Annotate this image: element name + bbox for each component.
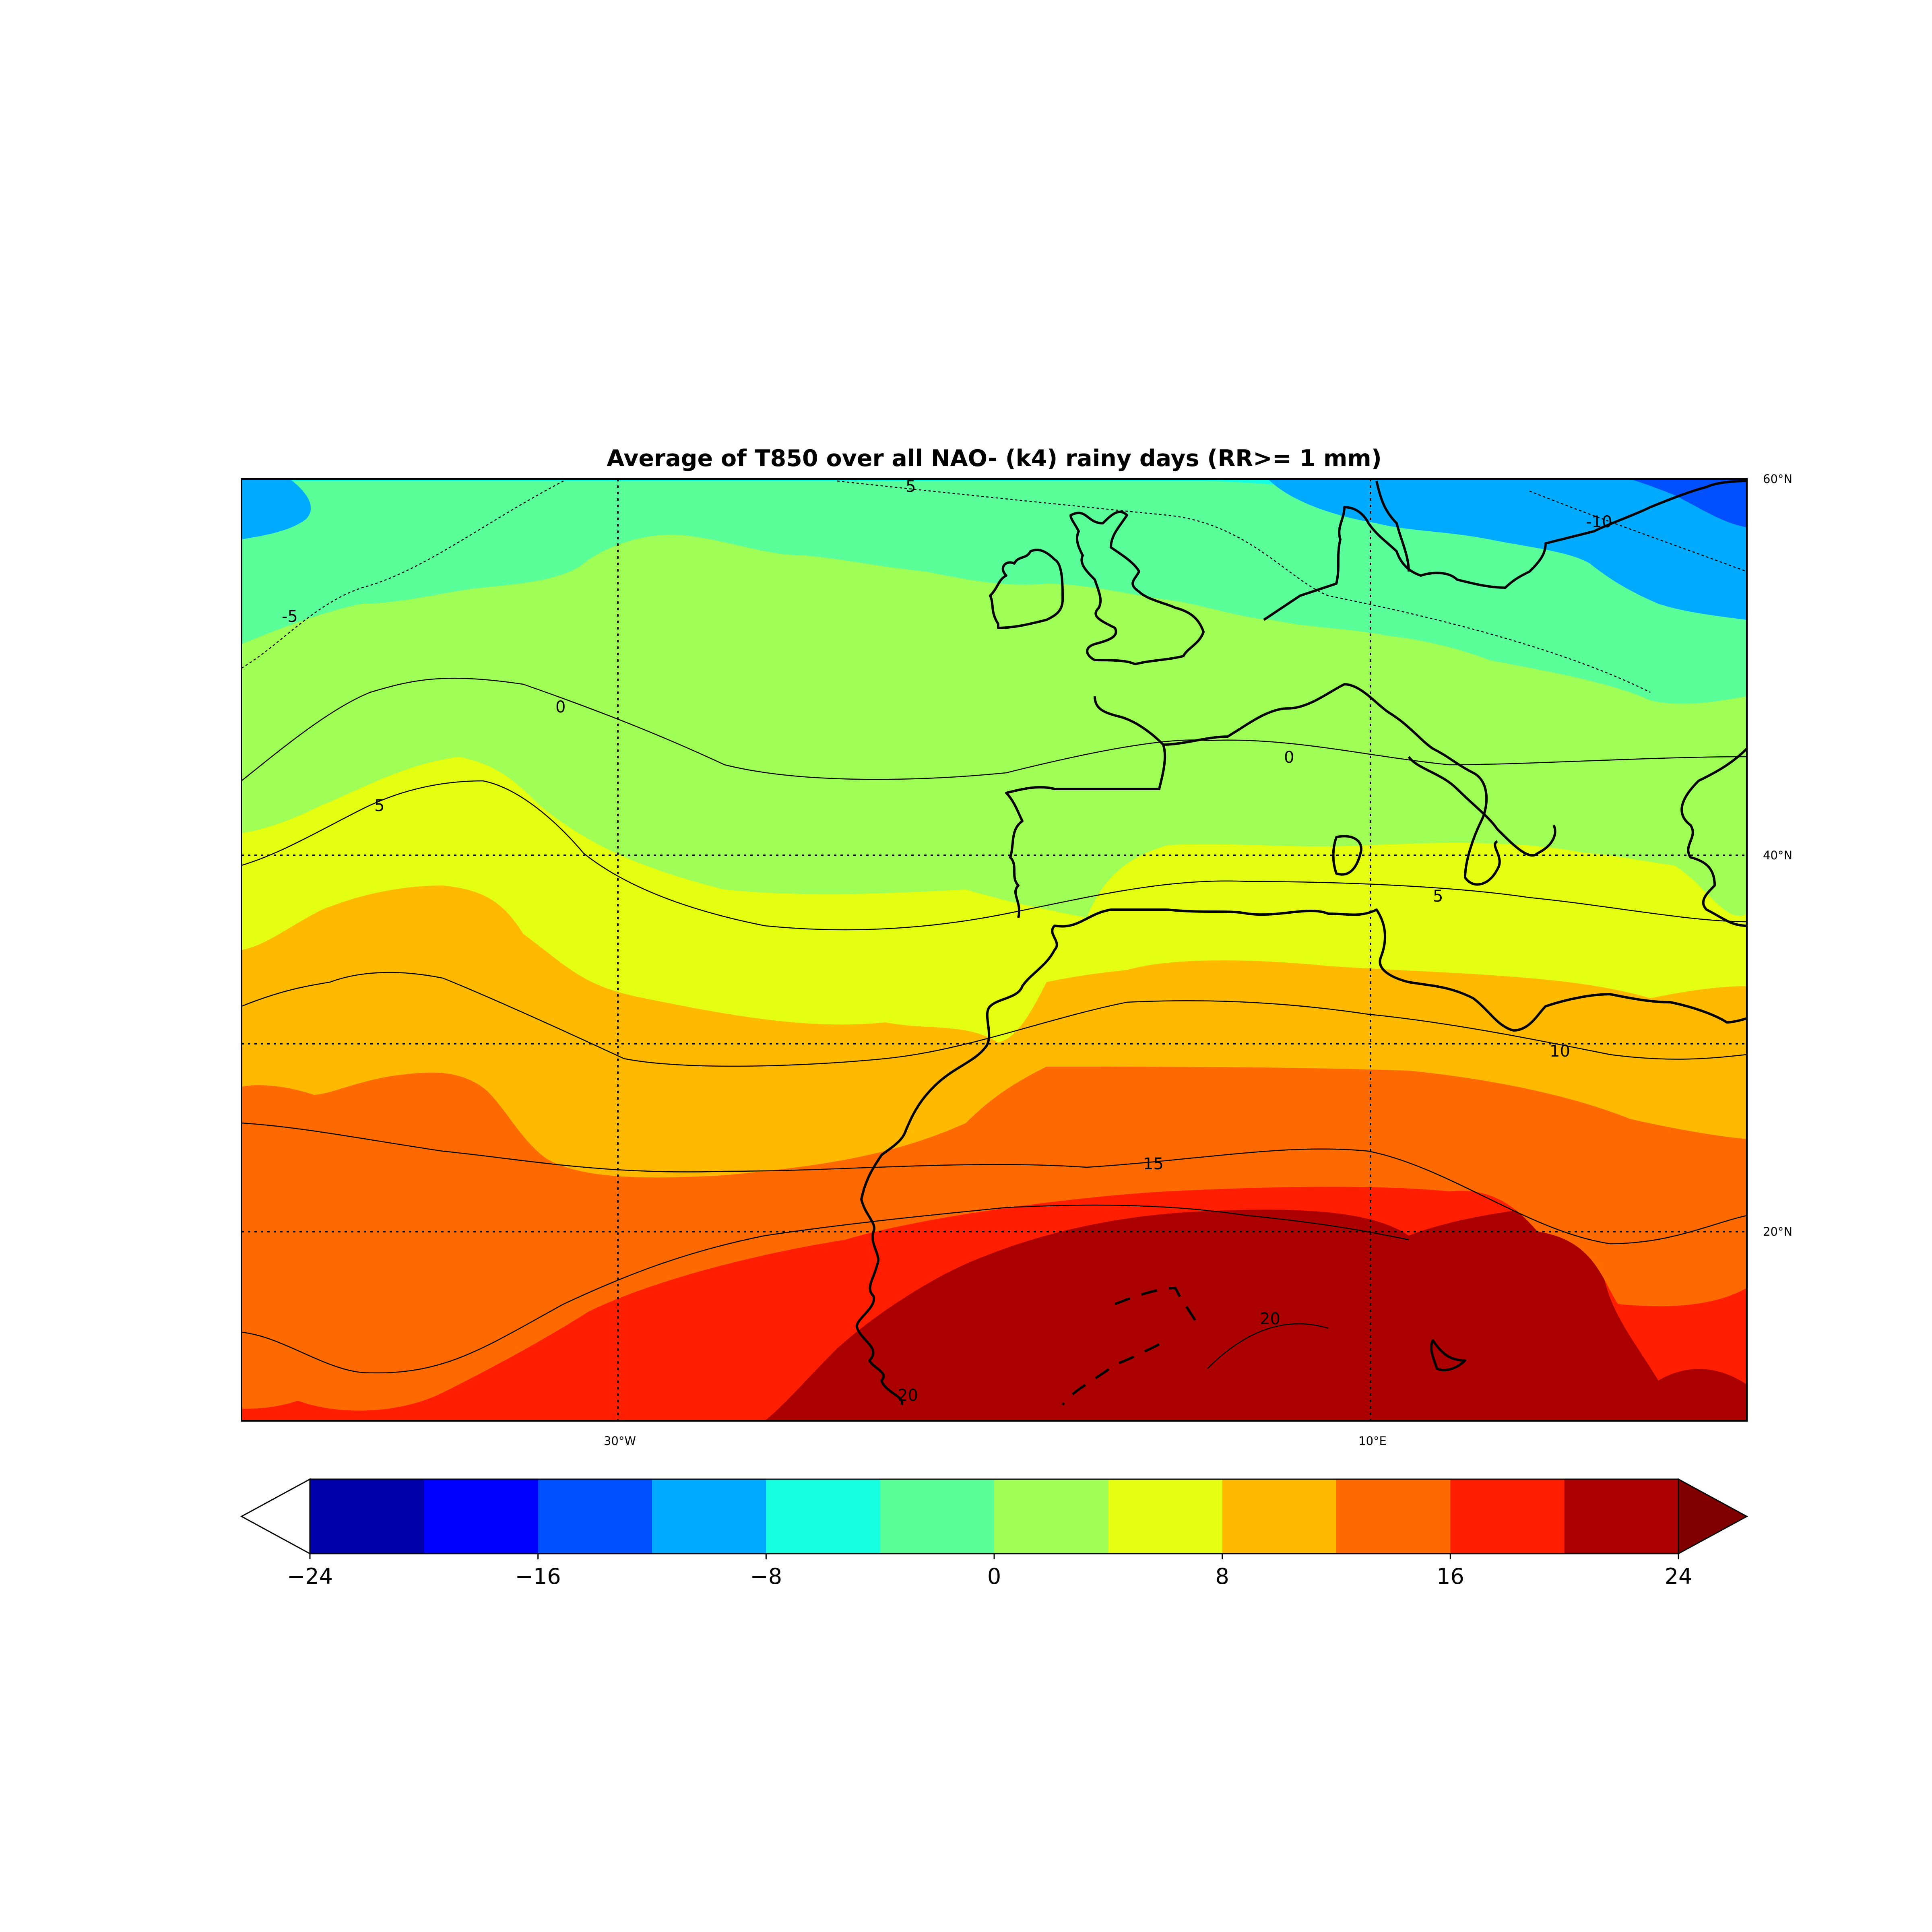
map-title: Average of T850 over all NAO- (k4) rainy… <box>607 445 1382 472</box>
colorbar-segment <box>880 1479 995 1554</box>
colorbar-segment <box>1564 1479 1679 1554</box>
colorbar-segment <box>1222 1479 1337 1554</box>
colorbar-tick-label: 0 <box>987 1564 1001 1589</box>
colorbar-segment <box>1450 1479 1565 1554</box>
contour-20 <box>242 1204 1409 1374</box>
band-deep-blue <box>1630 479 1747 527</box>
contour-0 <box>242 677 1747 781</box>
coast-france <box>1163 683 1501 886</box>
contour-labels: 5 0 5 -5 -10 0 5 10 15 20 20 <box>282 477 1612 1405</box>
colorbar-tick-label: −16 <box>515 1564 561 1589</box>
coast-iberia <box>1005 696 1166 918</box>
contour-20-south <box>1207 1323 1329 1369</box>
coast-ireland <box>989 549 1064 629</box>
coast-africa-north <box>1167 908 1747 1032</box>
colorbar-segment <box>1108 1479 1223 1554</box>
map-panel: 5 0 5 -5 -10 0 5 10 15 20 20 <box>242 477 1747 1421</box>
contour-label: -5 <box>282 607 298 626</box>
lon-label-10e: 10°E <box>1358 1434 1387 1448</box>
contour-label: 5 <box>374 797 384 815</box>
coastlines <box>855 480 1747 1406</box>
coast-britain <box>1069 510 1205 665</box>
contour-10 <box>242 972 1747 1067</box>
coast-gulf-sidra <box>1430 1339 1466 1371</box>
contour-label: 20 <box>1260 1310 1280 1328</box>
graticule <box>242 479 1747 1421</box>
contour-label: 20 <box>898 1386 918 1405</box>
lat-label-60n: 60°N <box>1763 472 1792 486</box>
colorbar-tick-label: 16 <box>1437 1564 1464 1589</box>
colorbar-segment <box>310 1479 424 1554</box>
lon-label-30w: 30°W <box>604 1434 636 1448</box>
coast-africa-west <box>855 908 1168 1406</box>
band-green <box>242 479 1747 704</box>
contour-label: 5 <box>1433 887 1443 906</box>
colorbar: −24 −16 −8 0 8 16 24 <box>240 1478 1748 1589</box>
lat-label-20n: 20°N <box>1763 1225 1792 1238</box>
coast-corsica <box>1332 835 1362 876</box>
coast-norway-denmark <box>1263 480 1747 621</box>
coast-italy-east <box>1408 756 1556 857</box>
contour-5 <box>242 780 1747 931</box>
contour-label: 15 <box>1143 1155 1164 1173</box>
border-dashed <box>1061 1286 1201 1406</box>
colorbar-segment <box>424 1479 539 1554</box>
coast-balkans <box>1680 747 1747 927</box>
colorbar-segment <box>538 1479 652 1554</box>
contour-minus5-north <box>837 480 1651 693</box>
lat-label-40n: 40°N <box>1763 848 1792 862</box>
contour-lines <box>242 480 1747 1374</box>
colorbar-segment <box>994 1479 1108 1554</box>
colorbar-tick-label: −8 <box>750 1564 782 1589</box>
colorbar-extend-low <box>240 1478 311 1555</box>
colorbar-tick-label: 24 <box>1665 1564 1693 1589</box>
colorbar-segment <box>766 1479 881 1554</box>
band-blue-sw <box>242 479 311 539</box>
colorbar-tick-label: 8 <box>1215 1564 1229 1589</box>
colorbar-segment <box>1336 1479 1451 1554</box>
map-frame <box>241 478 1748 1422</box>
contour-label: 5 <box>906 477 916 496</box>
contour-minus5 <box>242 480 564 669</box>
contour-15 <box>242 1122 1747 1245</box>
coast-sweden <box>1375 481 1410 572</box>
colorbar-tick-label: −24 <box>287 1564 333 1589</box>
contour-label: 0 <box>1284 748 1294 767</box>
colorbar-extend-high <box>1678 1478 1748 1555</box>
contour-label: 10 <box>1550 1042 1570 1061</box>
colorbar-segment <box>652 1479 766 1554</box>
contour-label: 0 <box>555 698 566 716</box>
